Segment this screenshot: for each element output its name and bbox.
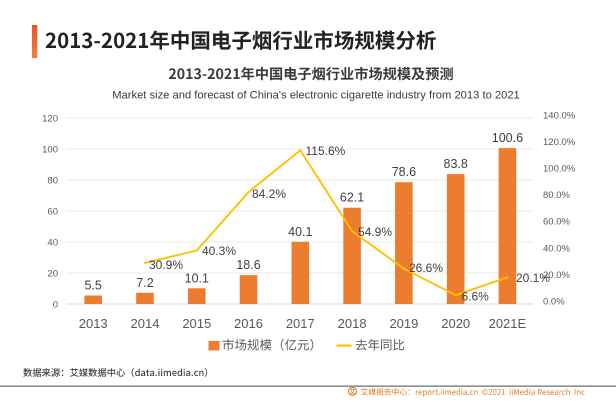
svg-text:100.6: 100.6 — [492, 131, 523, 145]
svg-text:Market size and forecast of Ch: Market size and forecast of China's elec… — [112, 90, 520, 102]
svg-text:2017: 2017 — [286, 316, 315, 331]
svg-text:78.6: 78.6 — [392, 165, 416, 179]
svg-text:80.0%: 80.0% — [543, 190, 570, 201]
svg-text:2014: 2014 — [131, 316, 160, 331]
svg-text:120.0%: 120.0% — [543, 137, 576, 148]
svg-text:83.8: 83.8 — [444, 157, 468, 171]
svg-text:0.0%: 0.0% — [543, 296, 565, 307]
svg-text:2018: 2018 — [338, 316, 367, 331]
svg-text:80: 80 — [47, 175, 58, 186]
svg-text:62.1: 62.1 — [340, 191, 364, 205]
svg-text:100: 100 — [42, 144, 58, 155]
svg-text:20: 20 — [47, 268, 58, 279]
svg-text:60.0%: 60.0% — [543, 217, 570, 228]
svg-text:20.1%: 20.1% — [516, 271, 550, 285]
svg-text:84.2%: 84.2% — [252, 187, 286, 201]
svg-text:2015: 2015 — [182, 316, 211, 331]
svg-text:60: 60 — [47, 206, 58, 217]
svg-text:54.9%: 54.9% — [358, 225, 392, 239]
svg-text:2013: 2013 — [79, 316, 108, 331]
svg-text:40: 40 — [47, 237, 58, 248]
svg-text:10.1: 10.1 — [185, 271, 209, 285]
svg-text:0: 0 — [53, 299, 58, 310]
svg-text:5.5: 5.5 — [85, 279, 102, 293]
svg-text:115.6%: 115.6% — [306, 144, 346, 158]
svg-text:2020: 2020 — [441, 316, 470, 331]
svg-text:6.6%: 6.6% — [462, 290, 490, 304]
svg-text:30.9%: 30.9% — [149, 258, 183, 272]
svg-text:2021E: 2021E — [489, 316, 527, 331]
svg-text:140.0%: 140.0% — [543, 110, 576, 121]
svg-text:2019: 2019 — [389, 316, 418, 331]
svg-text:40.0%: 40.0% — [543, 243, 570, 254]
svg-text:100.0%: 100.0% — [543, 164, 576, 175]
svg-text:7.2: 7.2 — [136, 276, 153, 290]
svg-text:2016: 2016 — [234, 316, 263, 331]
svg-text:18.6: 18.6 — [236, 258, 260, 272]
svg-text:20.0%: 20.0% — [543, 270, 570, 281]
svg-text:26.6%: 26.6% — [409, 261, 443, 275]
svg-text:40.3%: 40.3% — [202, 244, 236, 258]
svg-text:40.1: 40.1 — [288, 225, 312, 239]
svg-text:120: 120 — [42, 113, 58, 124]
